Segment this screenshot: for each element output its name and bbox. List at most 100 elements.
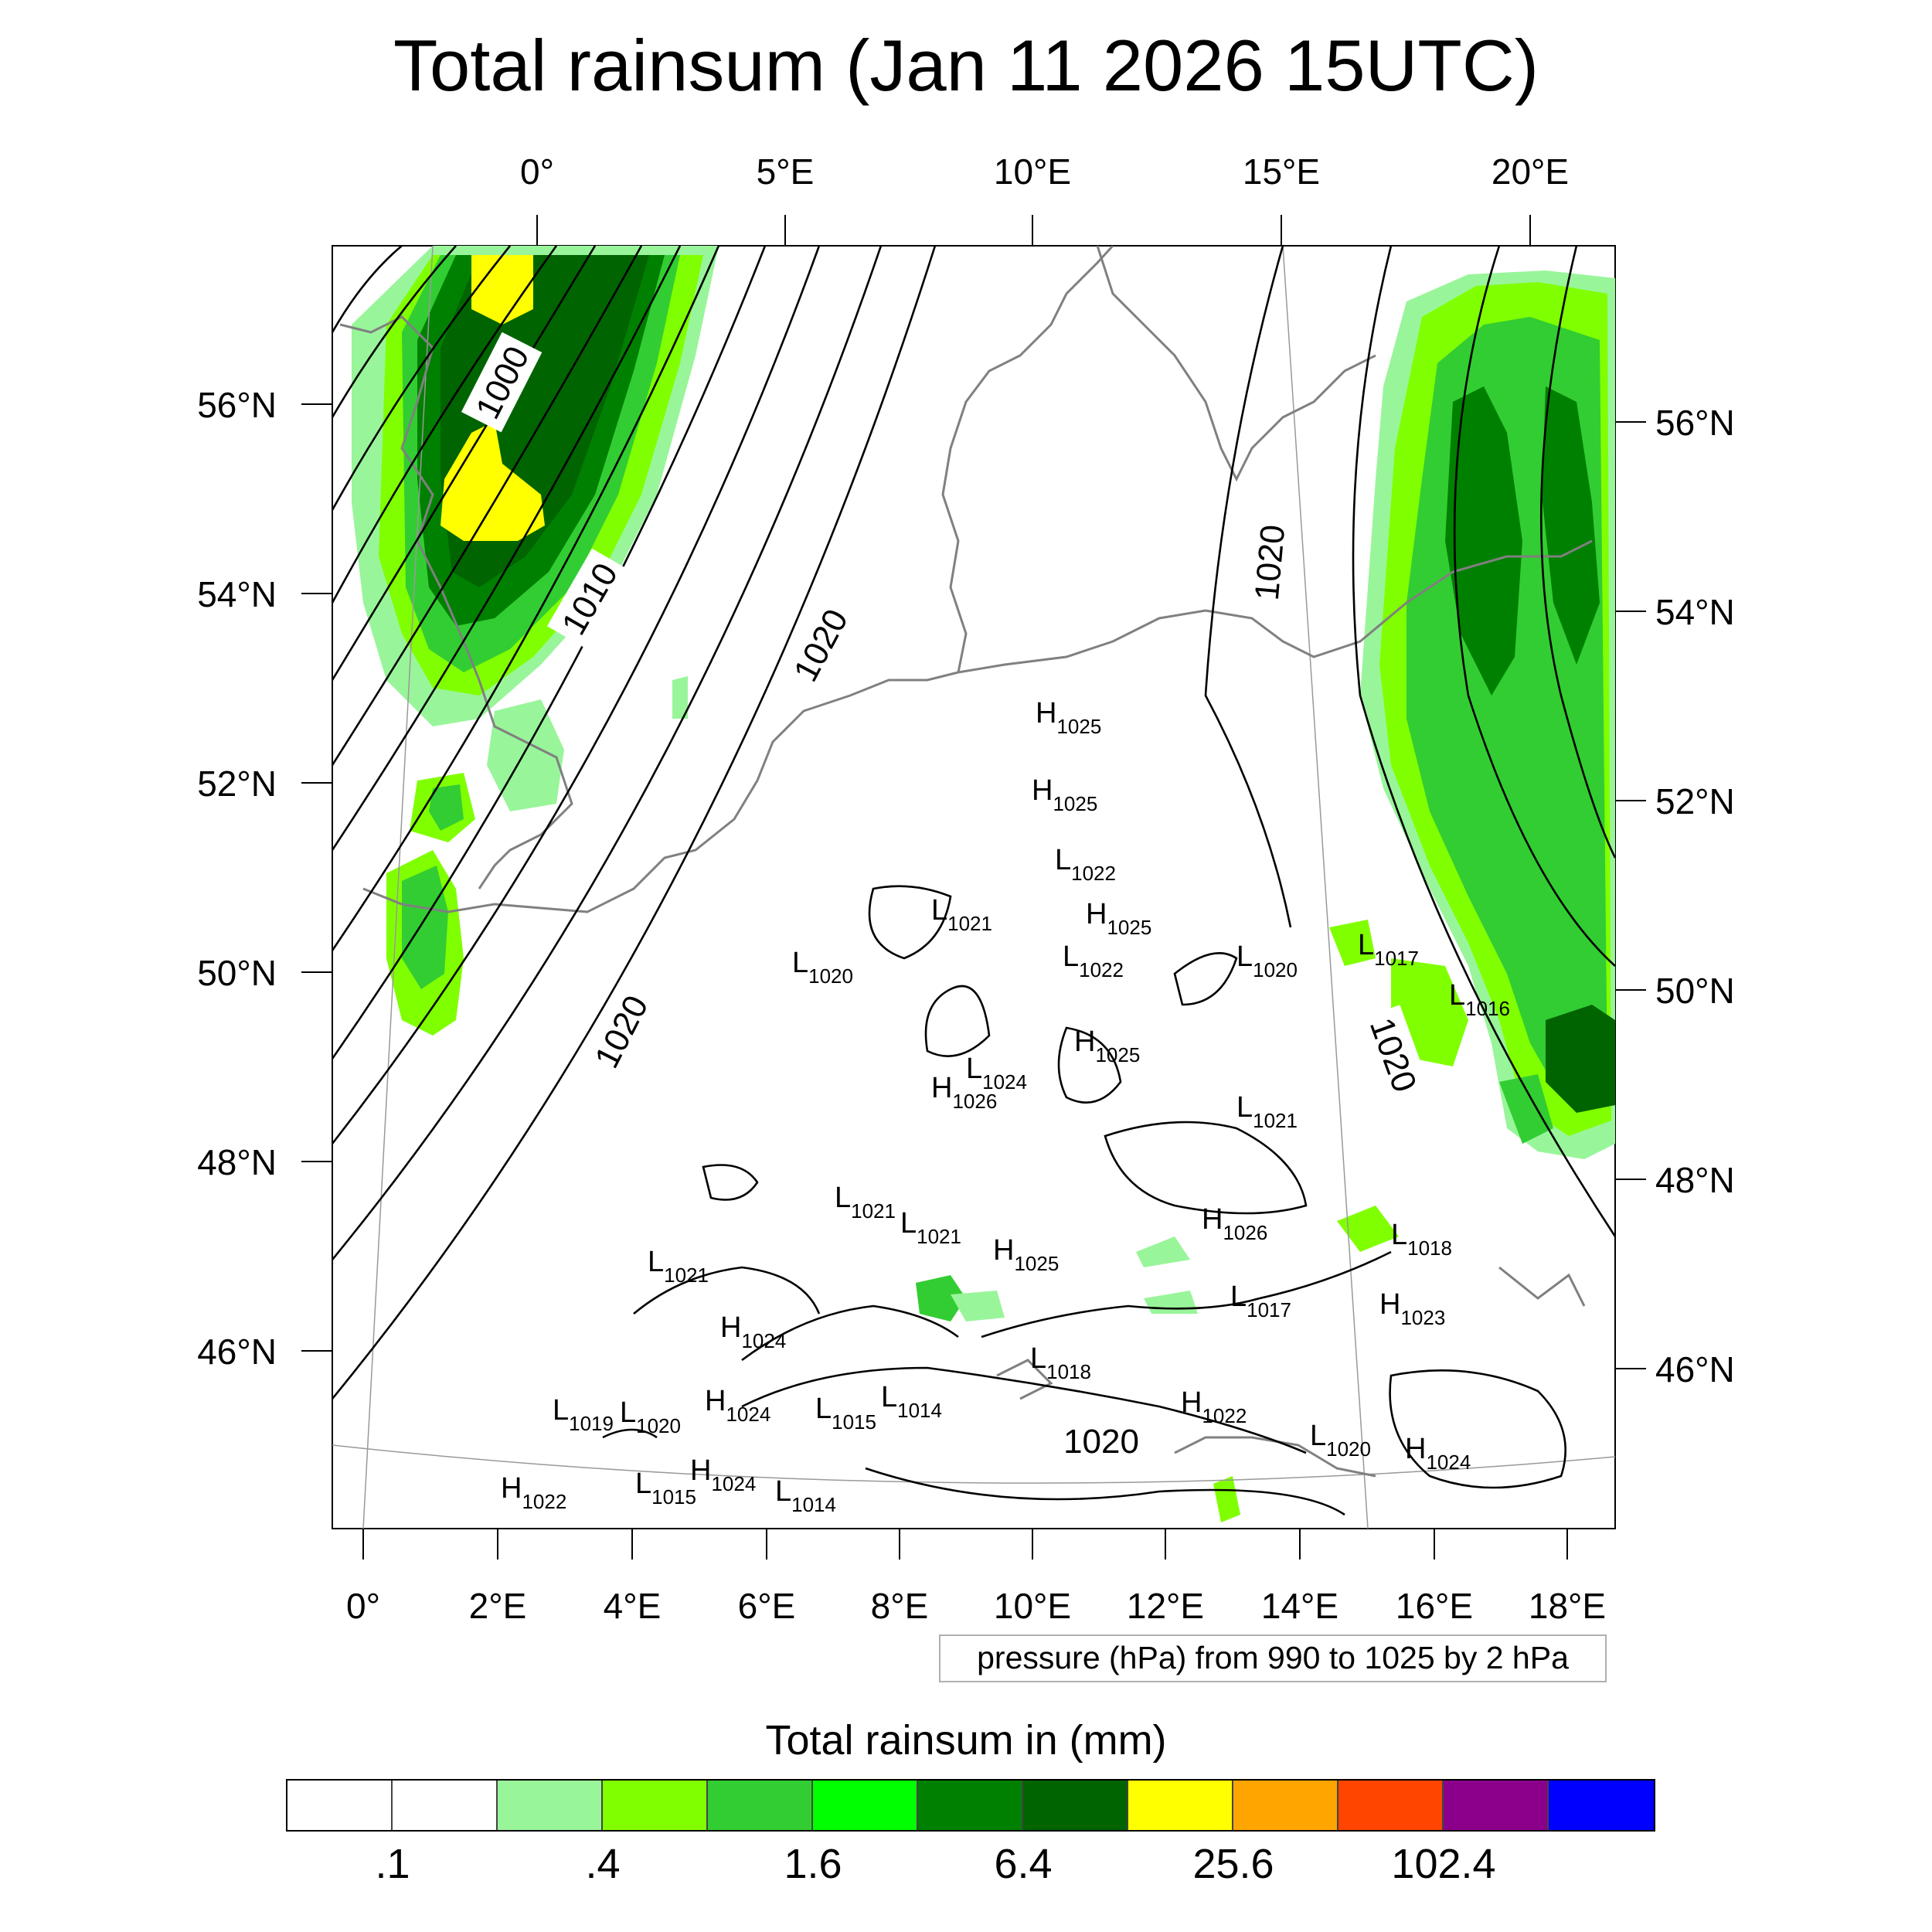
svg-text:10°E: 10°E bbox=[994, 1586, 1071, 1626]
colorbar-swatch bbox=[1233, 1781, 1338, 1830]
high-pressure-marker: H1026 bbox=[931, 1072, 997, 1113]
colorbar-swatch bbox=[1338, 1781, 1444, 1830]
low-pressure-marker: L1019 bbox=[553, 1394, 614, 1435]
low-pressure-marker: L1018 bbox=[1391, 1219, 1452, 1260]
colorbar-tick-label: 25.6 bbox=[1192, 1841, 1274, 1887]
high-pressure-marker: H1025 bbox=[993, 1234, 1059, 1275]
colorbar bbox=[286, 1779, 1655, 1832]
svg-text:0°: 0° bbox=[346, 1586, 380, 1626]
low-pressure-marker: L1020 bbox=[1310, 1420, 1371, 1461]
colorbar-swatch bbox=[1549, 1781, 1654, 1830]
svg-text:48°N: 48°N bbox=[1655, 1160, 1735, 1200]
svg-text:16°E: 16°E bbox=[1396, 1586, 1473, 1626]
svg-text:4°E: 4°E bbox=[604, 1586, 662, 1626]
svg-text:6°E: 6°E bbox=[738, 1586, 796, 1626]
svg-text:15°E: 15°E bbox=[1243, 151, 1320, 192]
bottom-longitude-labels: 0° 2°E 4°E 6°E 8°E 10°E 12°E 14°E 16°E 1… bbox=[346, 1586, 1606, 1626]
svg-text:50°N: 50°N bbox=[1655, 971, 1735, 1011]
high-pressure-marker: H1025 bbox=[1074, 1026, 1140, 1066]
high-pressure-marker: H1025 bbox=[1036, 697, 1101, 738]
svg-text:12°E: 12°E bbox=[1127, 1586, 1204, 1626]
high-pressure-marker: H1024 bbox=[720, 1311, 786, 1352]
colorbar-swatch bbox=[1023, 1781, 1128, 1830]
low-pressure-marker: L1022 bbox=[1055, 844, 1116, 885]
isobars bbox=[332, 246, 1615, 1516]
low-pressure-marker: L1020 bbox=[1236, 940, 1298, 981]
map-title: Total rainsum (Jan 11 2026 15UTC) bbox=[393, 25, 1539, 106]
low-pressure-marker: L1018 bbox=[1030, 1342, 1091, 1383]
rain-field-east bbox=[1329, 270, 1615, 1159]
svg-text:1020: 1020 bbox=[1248, 523, 1292, 602]
high-pressure-marker: H1024 bbox=[690, 1454, 756, 1495]
colorbar-swatch bbox=[603, 1781, 708, 1830]
colorbar-title: Total rainsum in (mm) bbox=[765, 1717, 1167, 1764]
svg-text:54°N: 54°N bbox=[1655, 592, 1735, 632]
low-pressure-marker: L1016 bbox=[1449, 979, 1510, 1020]
low-pressure-marker: L1024 bbox=[966, 1053, 1027, 1094]
high-pressure-marker: H1022 bbox=[501, 1472, 566, 1513]
low-pressure-marker: L1017 bbox=[1358, 929, 1419, 970]
low-pressure-marker: L1021 bbox=[835, 1182, 896, 1223]
left-latitude-labels: 56°N 54°N 52°N 50°N 48°N 46°N bbox=[197, 385, 277, 1372]
colorbar-swatch bbox=[708, 1781, 813, 1830]
svg-text:14°E: 14°E bbox=[1261, 1586, 1338, 1626]
low-pressure-marker: L1017 bbox=[1230, 1281, 1291, 1321]
graticule bbox=[332, 246, 1615, 1529]
colorbar-tick-label: 102.4 bbox=[1391, 1841, 1496, 1887]
colorbar-swatch bbox=[918, 1781, 1023, 1830]
svg-text:46°N: 46°N bbox=[1655, 1349, 1735, 1389]
colorbar-swatch bbox=[287, 1781, 393, 1830]
svg-text:2°E: 2°E bbox=[469, 1586, 527, 1626]
svg-text:54°N: 54°N bbox=[197, 574, 277, 614]
colorbar-swatch bbox=[1444, 1781, 1549, 1830]
low-pressure-marker: L1021 bbox=[648, 1246, 709, 1287]
high-pressure-marker: H1024 bbox=[705, 1385, 770, 1426]
high-pressure-marker: H1025 bbox=[1086, 898, 1151, 939]
low-pressure-marker: L1020 bbox=[620, 1396, 681, 1437]
high-pressure-marker: H1023 bbox=[1379, 1288, 1445, 1329]
low-pressure-marker: L1021 bbox=[931, 894, 992, 935]
svg-text:8°E: 8°E bbox=[871, 1586, 929, 1626]
low-pressure-marker: L1014 bbox=[775, 1475, 836, 1516]
colorbar-tick-label: 1.6 bbox=[784, 1841, 842, 1887]
svg-text:52°N: 52°N bbox=[1655, 781, 1735, 821]
low-pressure-marker: L1021 bbox=[1236, 1091, 1298, 1132]
low-pressure-marker: L1021 bbox=[900, 1207, 961, 1248]
high-pressure-marker: H1022 bbox=[1181, 1386, 1247, 1427]
low-pressure-marker: L1022 bbox=[1063, 940, 1124, 981]
svg-text:56°N: 56°N bbox=[197, 385, 277, 425]
svg-text:18°E: 18°E bbox=[1529, 1586, 1606, 1626]
low-pressure-marker: L1014 bbox=[881, 1381, 942, 1422]
svg-text:10°E: 10°E bbox=[994, 151, 1071, 192]
isobar-label-1020-e: 1020 bbox=[1056, 1418, 1146, 1463]
svg-text:52°N: 52°N bbox=[197, 764, 277, 804]
high-pressure-marker: H1026 bbox=[1202, 1203, 1267, 1244]
high-pressure-marker: H1025 bbox=[1032, 774, 1097, 815]
colorbar-swatch bbox=[393, 1781, 498, 1830]
isobar-label-1020-c: 1020 bbox=[1243, 515, 1295, 610]
svg-text:50°N: 50°N bbox=[197, 953, 277, 993]
axis-ticks bbox=[301, 215, 1646, 1560]
right-latitude-labels: 56°N 54°N 52°N 50°N 48°N 46°N bbox=[1655, 403, 1735, 1389]
svg-text:0°: 0° bbox=[520, 151, 554, 192]
top-longitude-labels: 0° 5°E 10°E 15°E 20°E bbox=[520, 151, 1569, 192]
svg-text:20°E: 20°E bbox=[1492, 151, 1569, 192]
svg-text:1020: 1020 bbox=[1063, 1423, 1139, 1461]
low-pressure-marker: L1015 bbox=[815, 1393, 876, 1434]
colorbar-swatch bbox=[1128, 1781, 1233, 1830]
contour-info-box: pressure (hPa) from 990 to 1025 by 2 hPa bbox=[939, 1634, 1607, 1682]
svg-text:46°N: 46°N bbox=[197, 1332, 277, 1372]
colorbar-tick-label: .1 bbox=[375, 1841, 410, 1887]
low-pressure-marker: L1015 bbox=[635, 1468, 696, 1509]
svg-text:48°N: 48°N bbox=[197, 1142, 277, 1182]
colorbar-tick-label: .4 bbox=[585, 1841, 621, 1887]
low-pressure-marker: L1020 bbox=[792, 947, 853, 988]
colorbar-tick-label: 6.4 bbox=[994, 1841, 1053, 1887]
high-pressure-marker: H1024 bbox=[1405, 1433, 1471, 1474]
colorbar-swatch bbox=[498, 1781, 603, 1830]
colorbar-swatch bbox=[813, 1781, 918, 1830]
svg-text:56°N: 56°N bbox=[1655, 403, 1735, 443]
svg-text:5°E: 5°E bbox=[757, 151, 815, 192]
